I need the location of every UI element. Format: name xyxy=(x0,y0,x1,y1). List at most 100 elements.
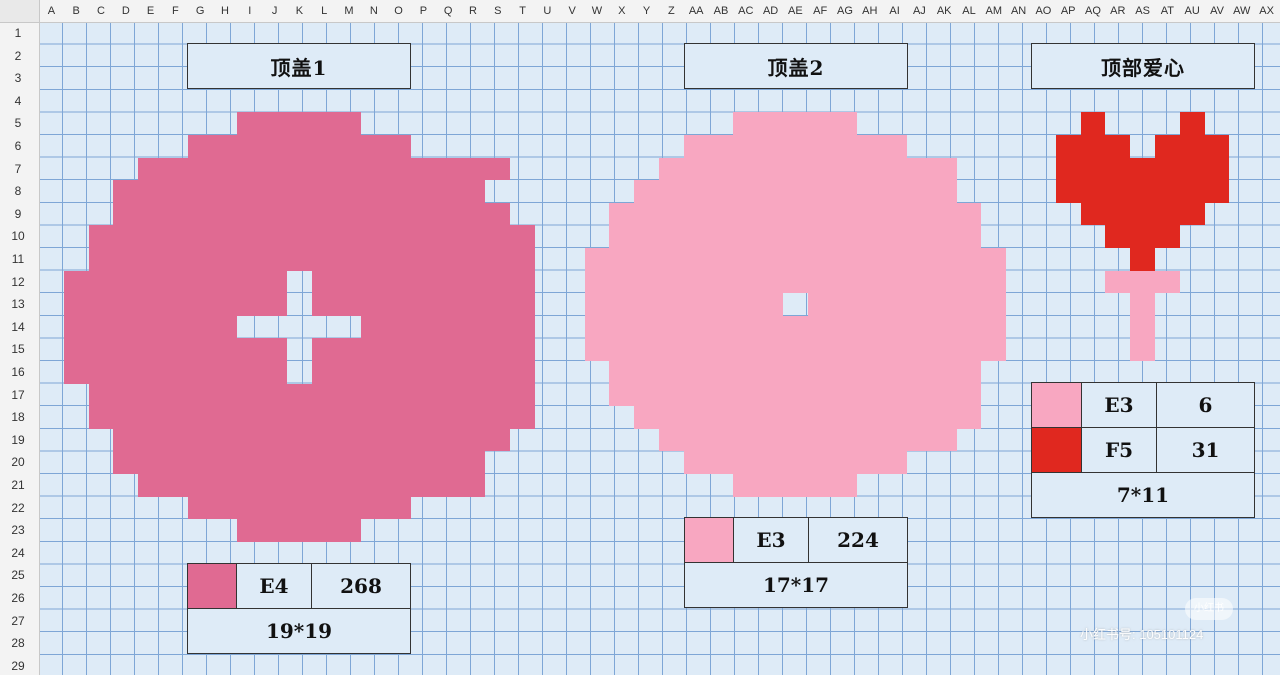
column-header-o[interactable]: O xyxy=(394,5,403,17)
column-header-n[interactable]: N xyxy=(369,5,378,17)
column-header-ao[interactable]: AO xyxy=(1035,5,1052,17)
row-header-9[interactable]: 9 xyxy=(14,206,22,221)
column-header-an[interactable]: AN xyxy=(1010,5,1027,17)
heart-legend-count-e3[interactable]: 6 xyxy=(1156,382,1255,428)
row-header-16[interactable]: 16 xyxy=(11,365,25,379)
row-header-13[interactable]: 13 xyxy=(11,297,25,312)
cap1-legend-code[interactable]: E4 xyxy=(236,563,312,609)
cap2-title[interactable]: 顶盖2 xyxy=(684,43,908,89)
row-header-23[interactable]: 23 xyxy=(11,523,25,538)
column-header-x[interactable]: X xyxy=(618,5,626,17)
row-header-4[interactable]: 4 xyxy=(14,93,22,108)
row-header-1[interactable]: 1 xyxy=(14,26,22,40)
row-header-15[interactable]: 15 xyxy=(11,342,25,357)
cap1-pixel-run xyxy=(361,315,535,339)
column-header-ax[interactable]: AX xyxy=(1259,5,1274,17)
column-header-ac[interactable]: AC xyxy=(738,5,754,17)
column-header-af[interactable]: AF xyxy=(813,5,828,17)
column-header-f[interactable]: F xyxy=(172,5,179,17)
row-header-24[interactable]: 24 xyxy=(11,545,25,560)
column-header-ad[interactable]: AD xyxy=(762,5,779,17)
heart-size-label[interactable]: 7*11 xyxy=(1031,472,1255,518)
column-header-ap[interactable]: AP xyxy=(1060,5,1076,17)
column-header-ag[interactable]: AG xyxy=(837,5,853,17)
cap1-title[interactable]: 顶盖1 xyxy=(187,43,411,89)
row-header-20[interactable]: 20 xyxy=(11,455,25,470)
column-header-q[interactable]: Q xyxy=(443,5,453,17)
column-header-at[interactable]: AT xyxy=(1160,5,1175,17)
cap1-size-label[interactable]: 19*19 xyxy=(187,608,411,654)
column-header-ai[interactable]: AI xyxy=(889,5,900,17)
column-header-i[interactable]: I xyxy=(248,5,252,17)
heart-legend-code-f5[interactable]: F5 xyxy=(1081,427,1157,473)
column-header-au[interactable]: AU xyxy=(1184,5,1200,17)
row-header-11[interactable]: 11 xyxy=(11,252,25,266)
column-header-d[interactable]: D xyxy=(121,5,130,17)
column-header-e[interactable]: E xyxy=(146,5,155,17)
column-header-av[interactable]: AV xyxy=(1210,5,1224,17)
column-header-m[interactable]: M xyxy=(344,5,354,17)
heart-legend-swatch-e3[interactable] xyxy=(1031,382,1082,428)
column-header-y[interactable]: Y xyxy=(642,5,651,17)
row-header-26[interactable]: 26 xyxy=(11,591,25,605)
column-header-p[interactable]: P xyxy=(419,5,428,17)
row-header-25[interactable]: 25 xyxy=(11,568,25,583)
column-header-s[interactable]: S xyxy=(494,5,502,17)
heart-legend-count-f5[interactable]: 31 xyxy=(1156,427,1255,473)
column-header-l[interactable]: L xyxy=(321,5,328,17)
heart-legend-code-e3[interactable]: E3 xyxy=(1081,382,1157,428)
row-header-27[interactable]: 27 xyxy=(11,613,25,628)
column-header-am[interactable]: AM xyxy=(985,5,1003,17)
column-header-b[interactable]: B xyxy=(72,5,80,17)
row-header-12[interactable]: 12 xyxy=(11,274,25,289)
column-header-aq[interactable]: AQ xyxy=(1085,5,1101,17)
cap2-legend-count[interactable]: 224 xyxy=(808,517,908,563)
row-header-7[interactable]: 7 xyxy=(14,161,22,176)
column-header-aj[interactable]: AJ xyxy=(912,5,926,17)
column-header-t[interactable]: T xyxy=(519,5,526,17)
column-header-al[interactable]: AL xyxy=(962,5,976,17)
column-header-u[interactable]: U xyxy=(543,5,552,17)
row-header-19[interactable]: 19 xyxy=(11,432,25,447)
column-header-aa[interactable]: AA xyxy=(688,5,704,17)
column-header-w[interactable]: W xyxy=(591,5,603,17)
cap2-legend-swatch[interactable] xyxy=(684,517,734,563)
column-header-ab[interactable]: AB xyxy=(713,5,729,17)
column-header-r[interactable]: R xyxy=(469,5,477,17)
column-header-k[interactable]: K xyxy=(295,5,304,17)
cap1-legend-count[interactable]: 268 xyxy=(311,563,411,609)
column-header-v[interactable]: V xyxy=(568,5,576,17)
column-header-ah[interactable]: AH xyxy=(862,5,878,17)
column-header-ar[interactable]: AR xyxy=(1110,5,1126,17)
row-header-5[interactable]: 5 xyxy=(14,116,22,131)
row-header-8[interactable]: 8 xyxy=(14,184,22,199)
heart-legend-swatch-f5[interactable] xyxy=(1031,427,1082,473)
row-header-2[interactable]: 2 xyxy=(14,48,22,63)
cap1-legend-swatch[interactable] xyxy=(187,563,237,609)
column-header-g[interactable]: G xyxy=(195,5,205,17)
column-header-as[interactable]: AS xyxy=(1135,5,1150,17)
row-header-14[interactable]: 14 xyxy=(11,319,25,334)
row-header-22[interactable]: 22 xyxy=(11,500,25,515)
row-header-21[interactable]: 21 xyxy=(11,478,25,492)
column-header-ak[interactable]: AK xyxy=(936,5,952,17)
column-header-ae[interactable]: AE xyxy=(788,5,803,17)
cap2-size-label[interactable]: 17*17 xyxy=(684,562,908,608)
column-header-j[interactable]: J xyxy=(271,5,278,17)
select-all-corner[interactable] xyxy=(0,0,40,23)
cap2-legend-code[interactable]: E3 xyxy=(733,517,809,563)
column-header-h[interactable]: H xyxy=(221,5,229,17)
column-header-aw[interactable]: AW xyxy=(1233,5,1251,17)
row-header-17[interactable]: 17 xyxy=(11,387,25,402)
row-header-18[interactable]: 18 xyxy=(11,410,25,425)
column-header-z[interactable]: Z xyxy=(668,5,675,17)
heart-title[interactable]: 顶部爱心 xyxy=(1031,43,1255,89)
column-header-a[interactable]: A xyxy=(47,5,56,17)
row-header-29[interactable]: 29 xyxy=(11,658,25,673)
row-header-10[interactable]: 10 xyxy=(11,229,25,244)
row-header-28[interactable]: 28 xyxy=(11,636,25,651)
column-header-c[interactable]: C xyxy=(97,5,105,17)
row-header-6[interactable]: 6 xyxy=(14,139,22,153)
row-header-3[interactable]: 3 xyxy=(14,71,22,86)
